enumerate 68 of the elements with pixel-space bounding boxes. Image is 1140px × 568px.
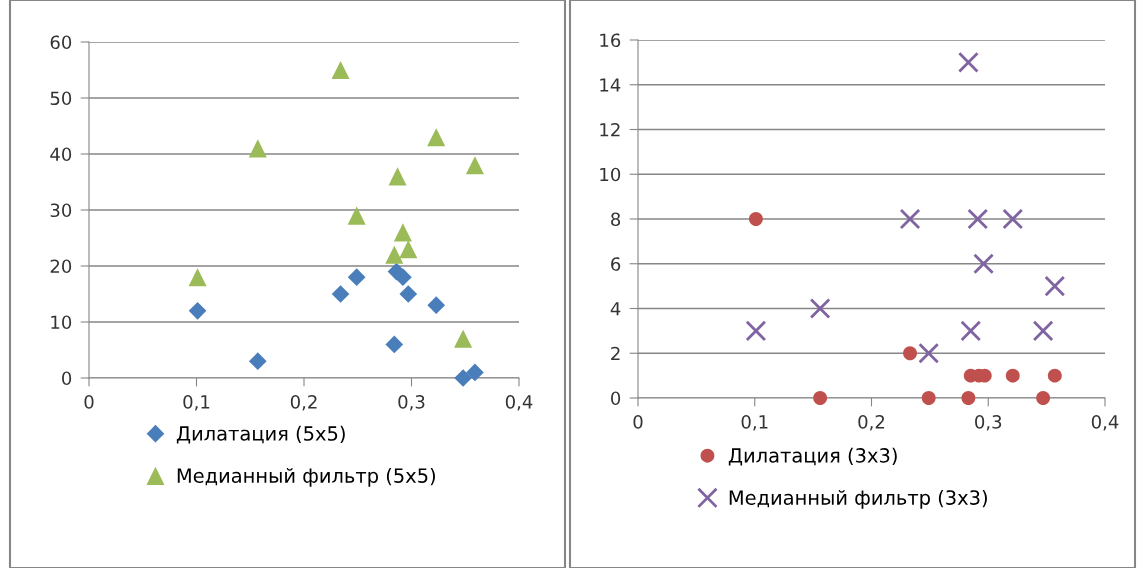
- point: [961, 391, 976, 405]
- point: [899, 208, 921, 230]
- x-tick-label: 0,2: [858, 414, 885, 431]
- point: [188, 268, 207, 287]
- point: [188, 301, 207, 320]
- y-tick-label: 6: [611, 257, 621, 271]
- point: [1044, 275, 1066, 297]
- x-tick-label: 0,3: [975, 414, 1002, 431]
- point: [427, 128, 446, 147]
- point: [466, 363, 484, 382]
- point: [465, 156, 484, 175]
- x-tick-label: 0,1: [741, 414, 768, 431]
- y-tick-label: 12: [600, 122, 620, 137]
- legend-label: Медианный фильтр (3x3): [729, 489, 987, 509]
- y-tick-label: 30: [50, 203, 72, 218]
- point: [347, 206, 366, 225]
- point: [973, 253, 994, 275]
- point: [399, 285, 418, 303]
- point: [1032, 320, 1054, 342]
- x-tick-label: 0,3: [398, 394, 425, 411]
- x-tick-label: 0,1: [183, 394, 210, 411]
- y-tick-label: 40: [50, 147, 72, 162]
- point: [399, 240, 418, 259]
- point: [427, 296, 446, 315]
- point: [1005, 368, 1020, 383]
- y-tick-label: 50: [50, 91, 72, 106]
- point: [809, 298, 831, 319]
- point: [454, 369, 472, 387]
- y-tick-label: 0: [62, 371, 72, 386]
- point: [957, 51, 979, 73]
- y-tick-label: 20: [50, 259, 72, 274]
- y-tick-label: 10: [51, 315, 72, 330]
- point: [960, 320, 982, 342]
- point: [921, 391, 936, 405]
- point: [1002, 208, 1024, 230]
- x-tick-label: 0: [84, 394, 94, 409]
- y-tick-label: 16: [600, 33, 621, 48]
- point: [388, 167, 407, 186]
- legend-label: Дилатация (5x5): [176, 425, 345, 444]
- y-tick-label: 60: [50, 35, 72, 50]
- point: [331, 285, 350, 303]
- point: [454, 329, 473, 348]
- point: [331, 60, 350, 80]
- y-tick-label: 10: [600, 167, 621, 182]
- point: [248, 352, 267, 371]
- point: [813, 391, 828, 405]
- y-tick-label: 14: [600, 78, 621, 92]
- point: [1036, 391, 1051, 405]
- point: [248, 139, 267, 158]
- x-tick-label: 0,2: [290, 394, 317, 411]
- y-tick-label: 8: [611, 212, 621, 227]
- point: [748, 212, 763, 226]
- point: [903, 346, 917, 361]
- point: [385, 335, 404, 354]
- legend-label: Медианный фильтр (5x5): [177, 467, 435, 487]
- y-tick-label: 2: [611, 346, 620, 361]
- point: [393, 223, 412, 242]
- point: [918, 342, 940, 364]
- point: [347, 268, 366, 287]
- point: [1047, 368, 1062, 383]
- x-tick-label: 0,4: [1091, 414, 1119, 431]
- point: [745, 320, 767, 342]
- point: [385, 245, 404, 264]
- x-tick-label: 0,4: [505, 394, 533, 411]
- point: [967, 208, 989, 230]
- legend-label: Дилатация (3x3): [728, 447, 897, 466]
- x-tick-label: 0: [633, 414, 643, 429]
- y-tick-label: 4: [610, 302, 621, 316]
